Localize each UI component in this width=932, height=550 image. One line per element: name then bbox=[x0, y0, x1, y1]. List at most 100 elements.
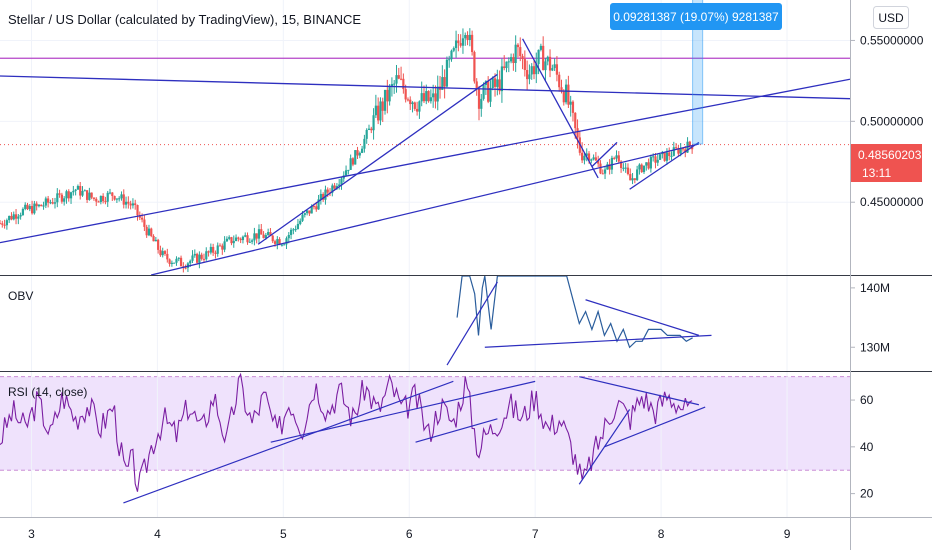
price-trendline[interactable] bbox=[0, 75, 850, 100]
currency-button[interactable]: USD bbox=[873, 6, 909, 29]
time-tick-label: 3 bbox=[28, 527, 35, 541]
candle-body bbox=[184, 267, 187, 269]
candle-body bbox=[496, 79, 499, 87]
obv-line[interactable] bbox=[456, 276, 693, 349]
rsi-trendline[interactable] bbox=[604, 406, 706, 448]
obv-legend[interactable]: OBV bbox=[8, 289, 33, 303]
rsi-trendline[interactable] bbox=[579, 376, 700, 406]
candle-body bbox=[10, 215, 13, 220]
candle-body bbox=[546, 56, 549, 62]
rsi-line[interactable] bbox=[0, 372, 693, 492]
candle-body bbox=[3, 224, 6, 226]
candle-body bbox=[475, 81, 478, 89]
candle-body bbox=[367, 128, 371, 130]
candle-body bbox=[253, 233, 256, 241]
candle-body bbox=[131, 203, 135, 206]
candle-body bbox=[108, 192, 112, 194]
price-trendline[interactable] bbox=[629, 141, 700, 190]
rsi-trendline[interactable] bbox=[270, 380, 536, 443]
candle-body bbox=[8, 215, 11, 221]
candle-body bbox=[333, 185, 336, 189]
rsi-trendline[interactable] bbox=[415, 418, 498, 443]
candle-body bbox=[338, 184, 341, 187]
candle-body bbox=[590, 159, 593, 161]
candle-body bbox=[514, 44, 517, 64]
candle-body bbox=[58, 193, 61, 195]
rsi-pane[interactable] bbox=[0, 372, 706, 504]
candle-body bbox=[51, 202, 54, 204]
candle-body bbox=[393, 83, 396, 85]
candle-body bbox=[88, 192, 91, 200]
price-trendline[interactable] bbox=[591, 141, 618, 168]
price-trendline[interactable] bbox=[150, 143, 700, 275]
candle-body bbox=[411, 102, 414, 105]
candle-body bbox=[555, 64, 559, 75]
candle-body bbox=[5, 220, 8, 226]
candle-body bbox=[672, 147, 675, 156]
candle-body bbox=[390, 84, 394, 87]
candle-body bbox=[26, 204, 29, 210]
candle-body bbox=[159, 249, 162, 256]
candle-body bbox=[464, 35, 467, 39]
obv-pane[interactable] bbox=[446, 276, 712, 366]
candle-body bbox=[370, 128, 373, 131]
candle-body bbox=[354, 150, 357, 165]
time-tick-label: 7 bbox=[532, 527, 539, 541]
candle-body bbox=[74, 189, 77, 191]
candle-body bbox=[606, 164, 609, 170]
candle-body bbox=[381, 101, 384, 111]
candle-body bbox=[665, 152, 669, 161]
candle-body bbox=[436, 86, 439, 102]
candle-body bbox=[92, 197, 96, 199]
candle-body bbox=[487, 81, 490, 102]
obv-trendline[interactable] bbox=[484, 334, 712, 348]
candle-body bbox=[44, 198, 47, 206]
candle-body bbox=[237, 237, 240, 239]
candle-body bbox=[85, 190, 89, 200]
rsi-legend[interactable]: RSI (14, close) bbox=[8, 385, 87, 399]
candle-body bbox=[571, 101, 575, 113]
candle-body bbox=[406, 99, 410, 101]
candle-body bbox=[631, 178, 634, 181]
candle-body bbox=[312, 206, 316, 208]
obv-tick-label: 140M bbox=[860, 281, 890, 295]
candle-body bbox=[28, 206, 31, 210]
candle-body bbox=[491, 78, 494, 88]
candle-body bbox=[674, 147, 678, 149]
candle-body bbox=[658, 154, 662, 160]
candle-body bbox=[454, 40, 458, 49]
candle-body bbox=[37, 204, 41, 207]
candle-body bbox=[115, 198, 118, 200]
candle-body bbox=[106, 192, 109, 202]
price-trendline[interactable] bbox=[0, 78, 850, 244]
candle-body bbox=[493, 78, 497, 87]
candle-body bbox=[67, 191, 70, 199]
candle-body bbox=[21, 208, 25, 215]
candle-body bbox=[617, 155, 620, 162]
measure-range[interactable] bbox=[692, 0, 704, 145]
candle-body bbox=[553, 64, 556, 69]
candle-body bbox=[668, 152, 671, 157]
candle-body bbox=[170, 262, 173, 264]
candle-body bbox=[585, 153, 588, 156]
price-trendline[interactable] bbox=[522, 38, 599, 179]
candle-body bbox=[656, 159, 659, 163]
price-pane[interactable] bbox=[0, 28, 850, 275]
candle-body bbox=[521, 56, 524, 59]
candle-body bbox=[212, 246, 215, 253]
candle-body bbox=[413, 102, 416, 109]
rsi-trendline[interactable] bbox=[123, 380, 454, 504]
candle-body bbox=[168, 259, 171, 264]
candle-body bbox=[175, 258, 178, 263]
candle-body bbox=[468, 34, 471, 40]
price-trendline[interactable] bbox=[257, 73, 498, 245]
obv-trendline[interactable] bbox=[585, 299, 700, 336]
candle-body bbox=[608, 164, 611, 170]
candle-body bbox=[434, 93, 437, 102]
candle-body bbox=[402, 78, 405, 90]
obv-trendline[interactable] bbox=[446, 281, 498, 366]
candle-body bbox=[677, 148, 680, 154]
candle-body bbox=[209, 246, 212, 253]
rsi-tick-label: 20 bbox=[860, 487, 874, 501]
